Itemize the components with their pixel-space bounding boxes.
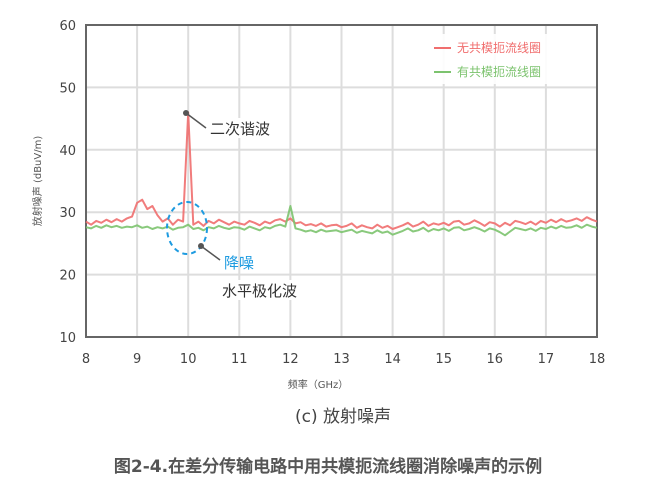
x-tick-label: 16 bbox=[487, 352, 504, 367]
legend-label-with-choke: 有共模扼流线圈 bbox=[457, 64, 541, 79]
annotation-harmonic: 二次谐波 bbox=[183, 110, 288, 138]
x-tick-label: 10 bbox=[180, 352, 197, 367]
x-tick-label: 13 bbox=[333, 352, 350, 367]
series-line-with-choke bbox=[85, 205, 598, 237]
subtitle: (c) 放射噪声 bbox=[295, 407, 391, 427]
harmonic-label-bg bbox=[208, 118, 288, 138]
series-group bbox=[85, 111, 598, 237]
polarization-label-bg bbox=[218, 280, 308, 300]
x-tick-label: 9 bbox=[133, 352, 141, 367]
harmonic-label: 二次谐波 bbox=[210, 120, 270, 138]
y-tick-label: 40 bbox=[59, 144, 76, 159]
y-tick-label: 50 bbox=[59, 81, 76, 96]
x-axis-label: 频率（GHz） bbox=[288, 378, 349, 391]
series-line-without-choke bbox=[85, 111, 598, 230]
plot-frame bbox=[85, 24, 598, 338]
y-tick-label: 30 bbox=[59, 206, 76, 221]
legend-background bbox=[428, 34, 588, 84]
x-tick-label: 14 bbox=[384, 352, 401, 367]
x-axis: 8 9 10 11 12 13 14 15 16 17 18 bbox=[82, 352, 605, 367]
y-axis: 10 20 30 40 50 60 bbox=[59, 19, 76, 346]
noise-reduction-circle bbox=[166, 201, 208, 255]
polarization-label: 水平极化波 bbox=[222, 282, 297, 300]
y-tick-label: 20 bbox=[59, 269, 76, 284]
x-tick-label: 17 bbox=[538, 352, 555, 367]
y-axis-label: 放射噪声 (dBuV/m) bbox=[31, 136, 44, 227]
legend: 无共模扼流线圈 有共模扼流线圈 bbox=[428, 34, 588, 84]
annotation-noise-reduction: 降噪 水平极化波 bbox=[166, 201, 308, 300]
noise-reduction-label: 降噪 bbox=[224, 254, 254, 272]
x-tick-label: 12 bbox=[282, 352, 299, 367]
y-tick-label: 60 bbox=[59, 19, 76, 34]
x-tick-label: 15 bbox=[435, 352, 452, 367]
x-tick-label: 11 bbox=[231, 352, 248, 367]
legend-label-without-choke: 无共模扼流线圈 bbox=[457, 40, 541, 55]
noise-reduction-pointer bbox=[200, 245, 221, 261]
y-tick-label: 10 bbox=[59, 331, 76, 346]
x-tick-label: 8 bbox=[82, 352, 90, 367]
x-tick-label: 18 bbox=[589, 352, 606, 367]
harmonic-pointer bbox=[185, 112, 207, 129]
figure-caption: 图2-4.在差分传输电路中用共模扼流线圈消除噪声的示例 bbox=[114, 456, 542, 477]
